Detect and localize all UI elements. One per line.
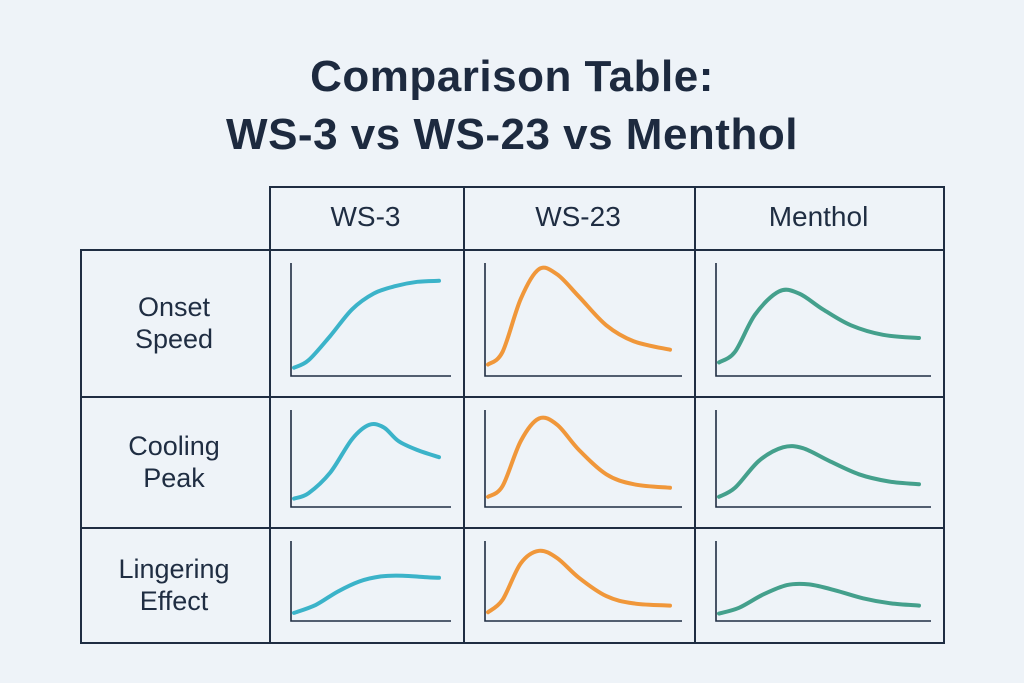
chart-axes [715, 541, 931, 622]
chart-axes [484, 410, 682, 508]
row-header-lingering-effect: Lingering Effect [80, 528, 268, 642]
mini-chart [484, 541, 682, 622]
chart-axes [290, 410, 451, 508]
series-line-onset-speed-ws-3 [292, 278, 441, 370]
row-border [80, 527, 945, 529]
header-top-border [269, 186, 945, 188]
column-border [943, 186, 945, 644]
column-header-ws23: WS-23 [535, 201, 621, 232]
chart-axes [290, 263, 451, 377]
chart-axes [715, 263, 931, 377]
column-border [80, 249, 82, 644]
mini-chart [484, 410, 682, 508]
row-header-lingering-effect-line2: Effect [139, 586, 209, 616]
row-header-cooling-peak: Cooling Peak [80, 397, 268, 527]
mini-chart [290, 410, 451, 508]
chart-axes [484, 263, 682, 377]
row-header-cooling-peak-line2: Peak [143, 463, 205, 493]
chart-cell-onset-speed-menthol [696, 251, 943, 396]
page-title: Comparison Table: WS-3 vs WS-23 vs Menth… [0, 48, 1024, 164]
series-line-lingering-effect-menthol [717, 581, 921, 616]
row-header-cooling-peak-line1: Cooling [128, 431, 220, 461]
row-border [80, 396, 945, 398]
chart-axes [484, 541, 682, 622]
column-border [694, 186, 696, 644]
mini-chart [715, 541, 931, 622]
mini-chart [290, 541, 451, 622]
series-line-cooling-peak-menthol [717, 444, 921, 499]
row-border [80, 249, 945, 251]
series-line-lingering-effect-ws-23 [486, 548, 672, 615]
title-line-2: WS-3 vs WS-23 vs Menthol [226, 110, 798, 159]
chart-cell-lingering-effect-menthol [696, 529, 943, 641]
chart-cell-lingering-effect-ws-23 [465, 529, 694, 641]
row-border [80, 642, 945, 644]
series-line-lingering-effect-ws-3 [292, 573, 441, 615]
mini-chart [715, 263, 931, 377]
row-header-lingering-effect-line1: Lingering [118, 554, 230, 584]
series-line-cooling-peak-ws-23 [486, 415, 672, 499]
column-border [269, 186, 271, 644]
mini-chart [715, 410, 931, 508]
series-line-cooling-peak-ws-3 [292, 421, 441, 501]
chart-axes [290, 541, 451, 622]
column-border [463, 186, 465, 644]
column-header-ws3: WS-3 [330, 201, 401, 232]
series-line-onset-speed-menthol [717, 287, 921, 365]
chart-cell-lingering-effect-ws-3 [271, 529, 463, 641]
chart-cell-onset-speed-ws-3 [271, 251, 463, 396]
chart-cell-cooling-peak-menthol [696, 398, 943, 527]
chart-cell-cooling-peak-ws-23 [465, 398, 694, 527]
mini-chart [484, 263, 682, 377]
row-header-onset-speed-line2: Speed [134, 324, 214, 354]
chart-cell-cooling-peak-ws-3 [271, 398, 463, 527]
title-line-1: Comparison Table: [310, 52, 714, 101]
row-header-onset-speed: Onset Speed [80, 250, 268, 396]
mini-chart [290, 263, 451, 377]
row-header-onset-speed-line1: Onset [137, 292, 211, 322]
column-header-menthol: Menthol [768, 201, 869, 232]
chart-cell-onset-speed-ws-23 [465, 251, 694, 396]
series-line-onset-speed-ws-23 [486, 265, 672, 367]
chart-axes [715, 410, 931, 508]
